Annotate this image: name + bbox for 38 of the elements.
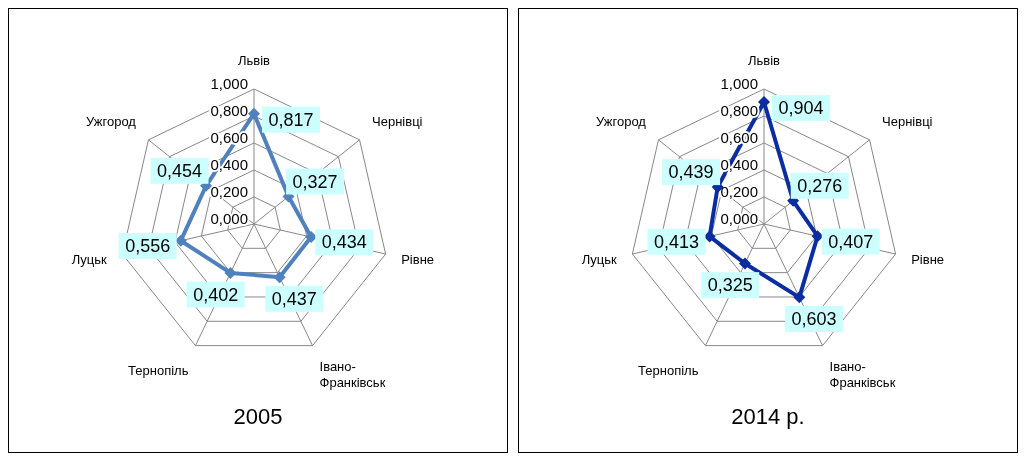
data-label: 0,817: [268, 109, 314, 130]
spoke-label: Рівне: [401, 252, 435, 268]
data-label: 0,407: [828, 231, 874, 252]
spoke-label: Чернівці: [882, 114, 933, 130]
spoke-label: Івано-Франківськ: [829, 358, 896, 390]
data-label: 0,437: [271, 288, 317, 309]
text: 2005: [232, 404, 284, 430]
spoke-label: Ужгород: [85, 114, 137, 130]
spoke-label: Рівне: [911, 252, 945, 268]
data-label: 0,325: [707, 275, 753, 296]
y-tick-label: 0,000: [720, 210, 758, 227]
spoke-label: Івано-Франківськ: [319, 358, 386, 390]
y-tick-label: 0,200: [210, 183, 248, 200]
data-label: 0,276: [797, 175, 843, 196]
y-tick-label: 0,800: [720, 102, 758, 119]
data-label: 0,327: [292, 171, 338, 192]
spoke-label: Луцьк: [71, 252, 108, 268]
y-tick-label: 1,000: [210, 75, 248, 92]
y-tick-label: 0,800: [210, 102, 248, 119]
y-tick-label: 1,000: [720, 75, 758, 92]
y-tick-label: 0,000: [210, 210, 248, 227]
data-label: 0,904: [778, 97, 824, 118]
spoke-label: Львів: [747, 53, 781, 68]
data-label: 0,413: [653, 231, 700, 252]
y-tick-label: 0,200: [720, 183, 758, 200]
data-label: 0,556: [125, 236, 171, 257]
data-label: 0,439: [668, 162, 714, 183]
data-label: 0,603: [791, 308, 837, 329]
spoke-label: Ужгород: [595, 114, 647, 130]
spoke-label: Тернопіль: [638, 362, 699, 378]
spoke-label: Львів: [237, 53, 271, 68]
spoke-label: Тернопіль: [128, 362, 189, 378]
data-label: 0,402: [193, 284, 239, 305]
data-label: 0,434: [321, 232, 367, 253]
spoke-label: Чернівці: [372, 114, 423, 130]
data-label: 0,454: [156, 160, 203, 181]
text: 2014 р.: [730, 404, 806, 430]
spoke-label: Луцьк: [581, 252, 618, 268]
